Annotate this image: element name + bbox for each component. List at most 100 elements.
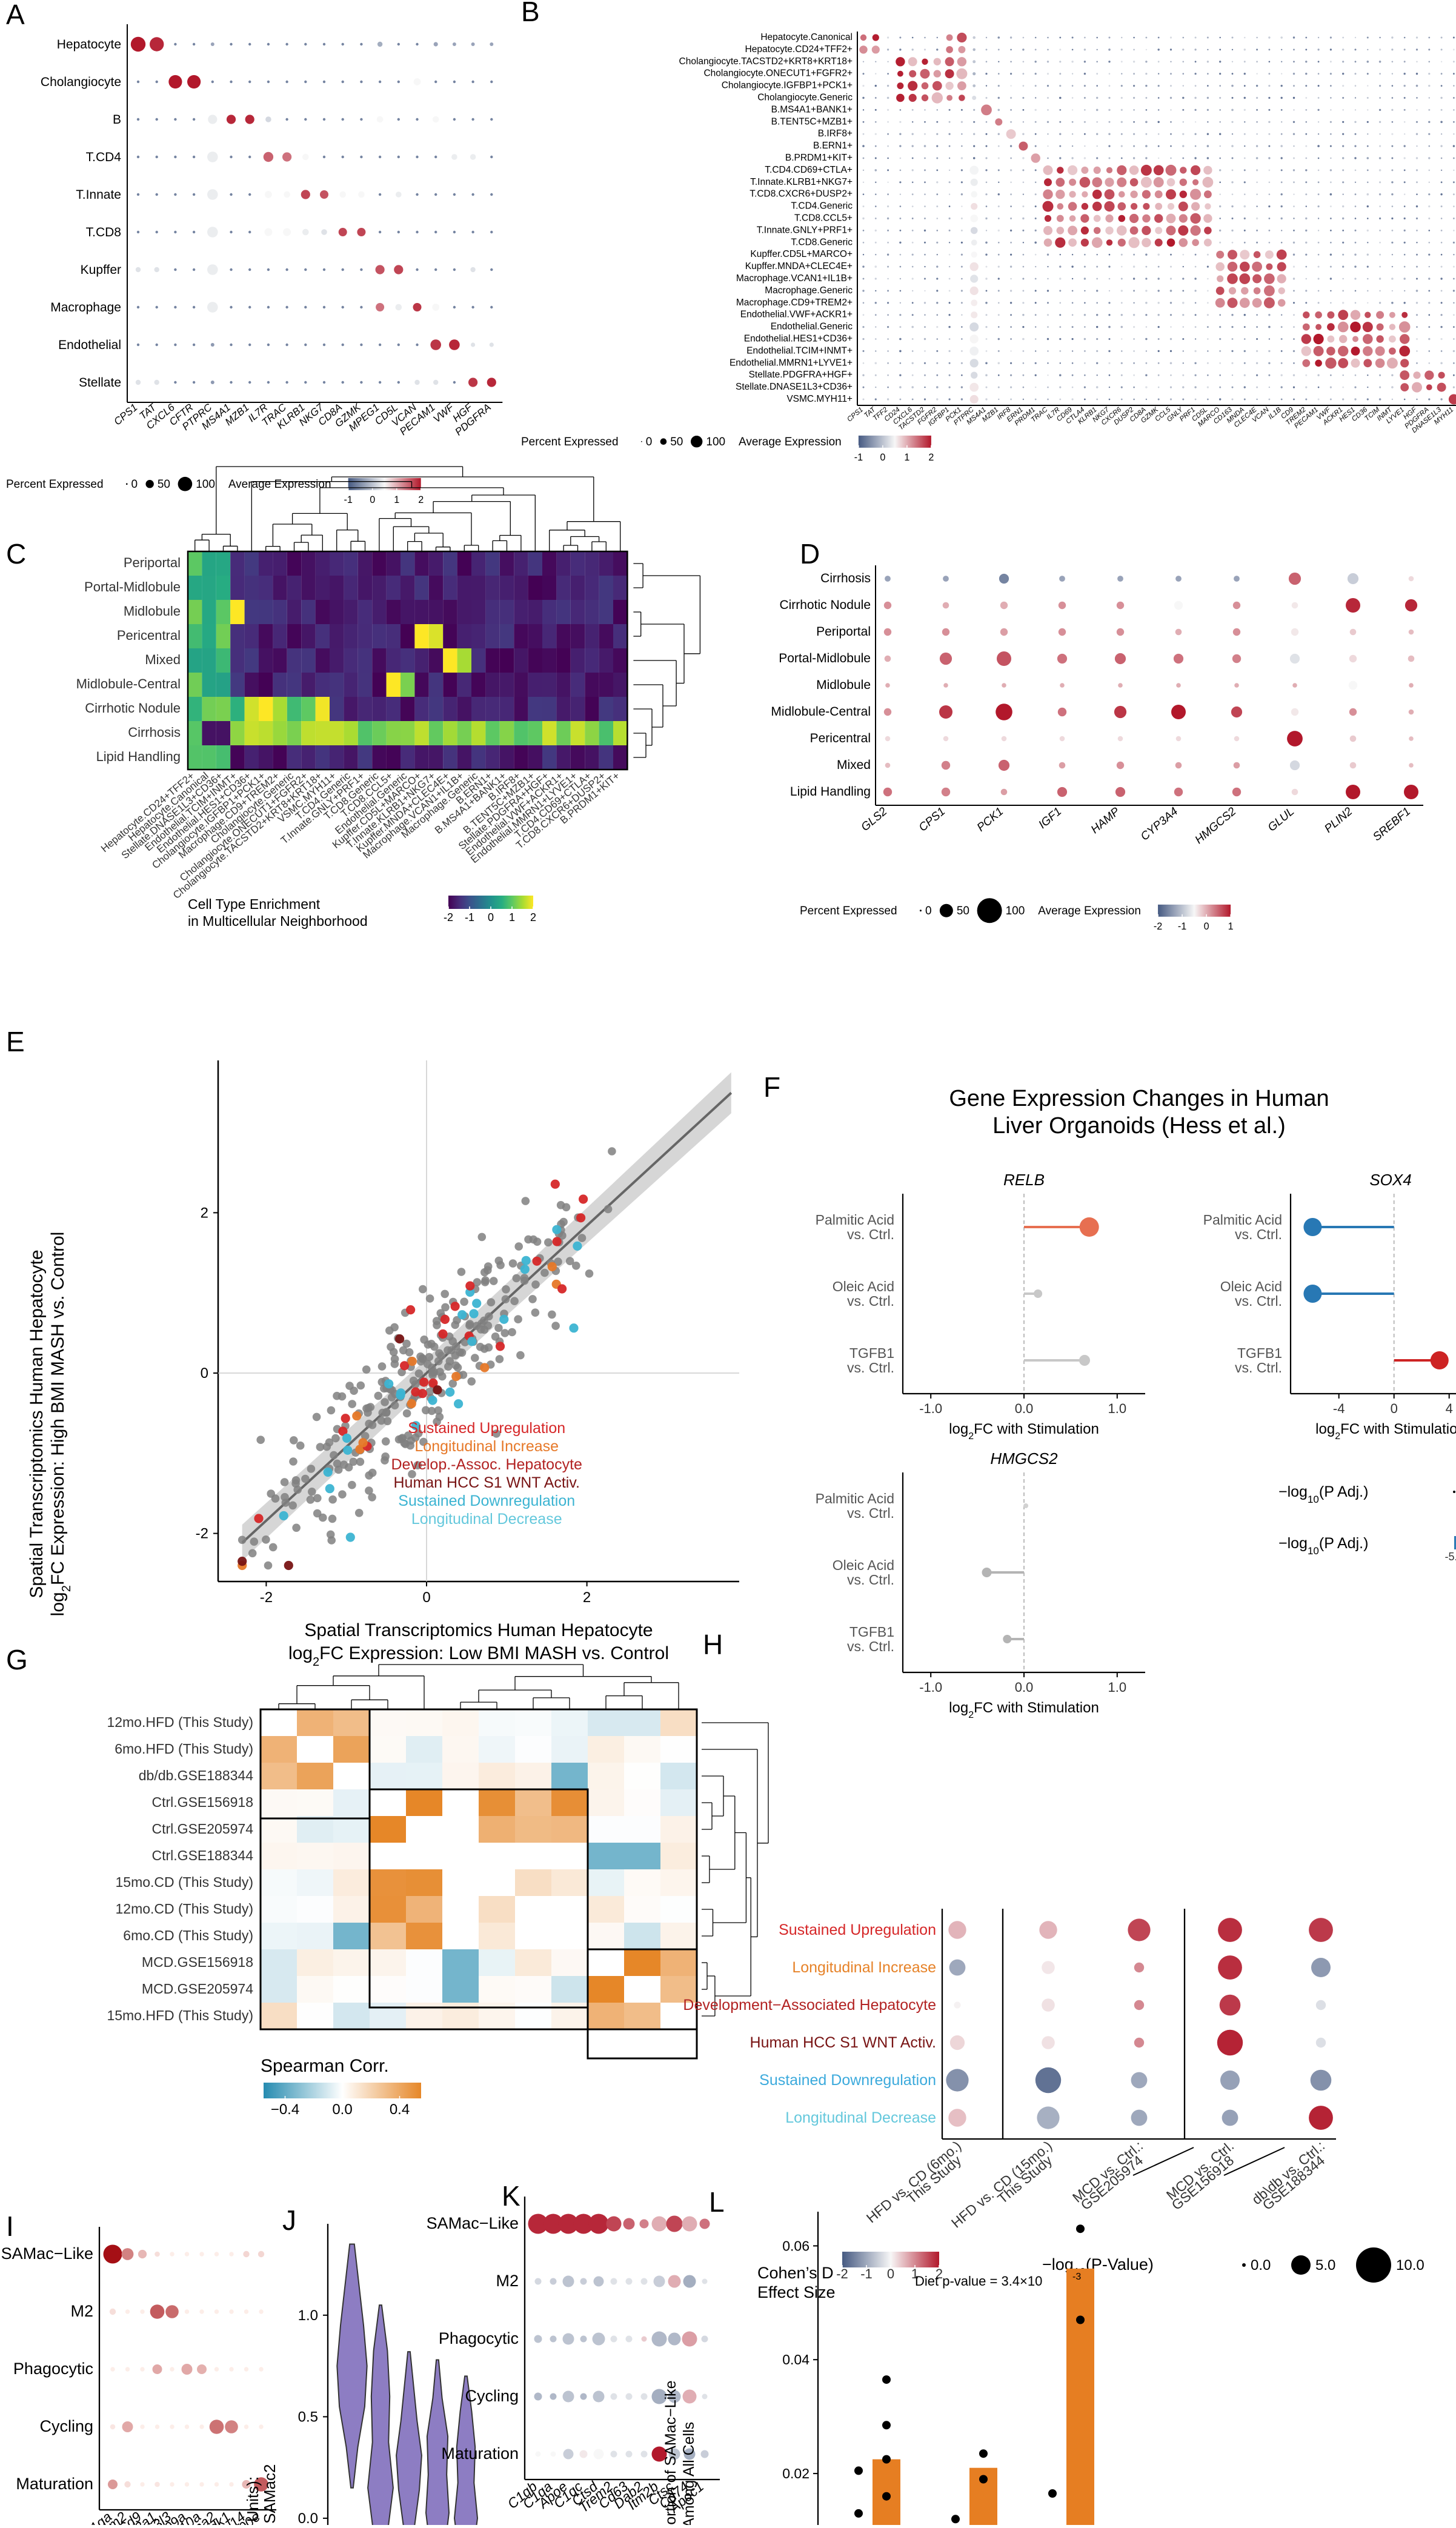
svg-text:Palmitic Acid: Palmitic Acid <box>1203 1212 1282 1228</box>
svg-text:HMGCS2: HMGCS2 <box>990 1449 1058 1468</box>
svg-text:0: 0 <box>1391 1401 1398 1416</box>
svg-text:0: 0 <box>370 494 375 505</box>
svg-text:0.4: 0.4 <box>390 2101 410 2118</box>
svg-text:in Multicellular Neighborhood: in Multicellular Neighborhood <box>188 913 368 929</box>
svg-text:C: C <box>6 538 26 570</box>
svg-text:100: 100 <box>706 436 725 448</box>
svg-text:D: D <box>800 538 820 570</box>
svg-text:1: 1 <box>394 494 399 505</box>
svg-text:vs. Ctrl.: vs. Ctrl. <box>847 1505 894 1521</box>
svg-text:Cirrhotic Nodule: Cirrhotic Nodule <box>779 598 871 612</box>
svg-text:1: 1 <box>509 911 515 923</box>
svg-text:Ramachandran et al. SAMac2: Ramachandran et al. SAMac2 <box>261 2464 279 2525</box>
svg-text:Macrophage.Generic: Macrophage.Generic <box>765 285 853 296</box>
svg-text:2: 2 <box>201 1205 208 1221</box>
svg-text:Sustained Upregulation: Sustained Upregulation <box>408 1420 565 1437</box>
svg-text:Oleic Acid: Oleic Acid <box>833 1557 894 1573</box>
svg-text:0.06: 0.06 <box>782 2238 809 2254</box>
svg-text:vs. Ctrl.: vs. Ctrl. <box>847 1293 894 1309</box>
svg-text:-2: -2 <box>196 1526 208 1542</box>
svg-text:Mixed: Mixed <box>837 758 871 772</box>
svg-text:Endothelial.Generic: Endothelial.Generic <box>771 322 853 332</box>
svg-text:Spatial Transcriptomics Human: Spatial Transcriptomics Human Hepatocyte <box>27 1249 47 1598</box>
svg-text:50: 50 <box>158 478 170 491</box>
svg-text:vs. Ctrl.: vs. Ctrl. <box>847 1638 894 1654</box>
svg-text:0: 0 <box>1204 921 1209 932</box>
svg-text:Cholangiocyte.IGFBP1+PCK1+: Cholangiocyte.IGFBP1+PCK1+ <box>722 81 853 91</box>
svg-text:2: 2 <box>583 1589 591 1606</box>
svg-text:Periportal: Periportal <box>124 555 181 570</box>
svg-text:Hepatocyte.Canonical: Hepatocyte.Canonical <box>760 32 853 42</box>
svg-text:0: 0 <box>925 905 932 917</box>
svg-text:Longitudinal Increase: Longitudinal Increase <box>792 1959 936 1976</box>
svg-text:Oleic Acid: Oleic Acid <box>1220 1279 1282 1294</box>
svg-text:Development−Associated Hepatoc: Development−Associated Hepatocyte <box>683 1997 936 2014</box>
svg-text:F: F <box>763 1071 780 1103</box>
svg-text:Longitudinal Decrease: Longitudinal Decrease <box>785 2109 936 2126</box>
svg-text:Lipid Handling: Lipid Handling <box>790 785 871 799</box>
svg-text:0.5: 0.5 <box>298 2409 318 2425</box>
svg-text:1: 1 <box>1228 921 1234 932</box>
svg-text:TGFB1: TGFB1 <box>1237 1345 1282 1361</box>
svg-text:E: E <box>6 1026 25 1057</box>
svg-text:-2: -2 <box>1154 921 1162 932</box>
svg-text:-1.0: -1.0 <box>919 1680 942 1695</box>
svg-text:Sustained Upregulation: Sustained Upregulation <box>779 1921 936 1938</box>
svg-text:B: B <box>113 113 121 127</box>
svg-text:Spatial Transcriptomics Human: Spatial Transcriptomics Human Hepatocyte <box>304 1620 653 1640</box>
svg-text:Endothelial.TCIM+INMT+: Endothelial.TCIM+INMT+ <box>746 345 853 356</box>
svg-text:Stellate.PDGFRA+HGF+: Stellate.PDGFRA+HGF+ <box>749 370 853 380</box>
svg-text:Midlobule: Midlobule <box>124 604 181 619</box>
svg-text:Lipid Handling: Lipid Handling <box>96 749 181 764</box>
svg-text:0: 0 <box>646 436 653 448</box>
svg-text:Periportal: Periportal <box>816 625 871 639</box>
svg-text:-1: -1 <box>465 911 474 923</box>
svg-text:B: B <box>521 0 540 27</box>
svg-text:H: H <box>703 1629 723 1660</box>
svg-text:T.CD8.CXCR6+DUSP2+: T.CD8.CXCR6+DUSP2+ <box>750 189 853 199</box>
svg-text:SOX4: SOX4 <box>1369 1171 1411 1189</box>
svg-text:-3: -3 <box>1072 2272 1081 2282</box>
svg-text:-1: -1 <box>854 452 863 463</box>
svg-text:T.Innate: T.Innate <box>76 188 121 202</box>
svg-text:Midlobule-Central: Midlobule-Central <box>771 705 871 719</box>
svg-text:Maturation: Maturation <box>16 2475 93 2493</box>
svg-text:RELB: RELB <box>1003 1171 1045 1189</box>
svg-text:Endothelial.HES1+CD36+: Endothelial.HES1+CD36+ <box>744 334 853 344</box>
svg-text:Effect Size: Effect Size <box>757 2283 836 2301</box>
svg-text:Longitudinal Increase: Longitudinal Increase <box>414 1438 559 1455</box>
svg-text:B.MS4A1+BANK1+: B.MS4A1+BANK1+ <box>771 104 853 115</box>
svg-text:M2: M2 <box>496 2272 519 2290</box>
svg-text:15mo.HFD (This Study): 15mo.HFD (This Study) <box>107 2007 253 2023</box>
svg-text:T.CD4.CD69+CTLA+: T.CD4.CD69+CTLA+ <box>765 165 853 175</box>
svg-text:0: 0 <box>422 1589 430 1606</box>
svg-text:2: 2 <box>530 911 536 923</box>
svg-text:L: L <box>709 2186 725 2218</box>
svg-text:12mo.HFD (This Study): 12mo.HFD (This Study) <box>107 1714 253 1730</box>
svg-text:10.0: 10.0 <box>1396 2257 1424 2274</box>
svg-text:vs. Ctrl.: vs. Ctrl. <box>1235 1226 1282 1242</box>
svg-text:Endothelial.VWF+ACKR1+: Endothelial.VWF+ACKR1+ <box>740 310 853 320</box>
svg-text:0: 0 <box>488 911 494 923</box>
svg-text:-5.0: -5.0 <box>1444 1551 1456 1563</box>
svg-text:Cholangiocyte: Cholangiocyte <box>41 75 121 89</box>
svg-text:Cohen’s D: Cohen’s D <box>757 2264 834 2282</box>
svg-text:Cirrhosis: Cirrhosis <box>820 571 871 585</box>
svg-text:0.0: 0.0 <box>298 2510 318 2525</box>
svg-text:Average Expression: Average Expression <box>228 478 331 491</box>
svg-text:1.0: 1.0 <box>298 2307 318 2324</box>
svg-text:0.02: 0.02 <box>782 2466 809 2481</box>
svg-text:Average Expression: Average Expression <box>739 436 842 448</box>
svg-text:Pericentral: Pericentral <box>117 628 181 643</box>
svg-text:Kupffer.MNDA+CLEC4E+: Kupffer.MNDA+CLEC4E+ <box>745 261 853 271</box>
svg-text:vs. Ctrl.: vs. Ctrl. <box>847 1572 894 1588</box>
svg-text:I: I <box>6 2210 14 2242</box>
svg-text:T.CD8.Generic: T.CD8.Generic <box>791 237 853 247</box>
svg-text:M2: M2 <box>70 2302 93 2320</box>
svg-text:K: K <box>502 2180 520 2212</box>
svg-text:100: 100 <box>1006 905 1025 917</box>
svg-text:TGFB1: TGFB1 <box>849 1624 894 1640</box>
svg-text:Ctrl.GSE156918: Ctrl.GSE156918 <box>152 1794 253 1810</box>
svg-text:Macrophage.VCAN1+IL1B+: Macrophage.VCAN1+IL1B+ <box>736 273 853 284</box>
svg-text:Average Expression: Average Expression <box>1038 905 1141 917</box>
